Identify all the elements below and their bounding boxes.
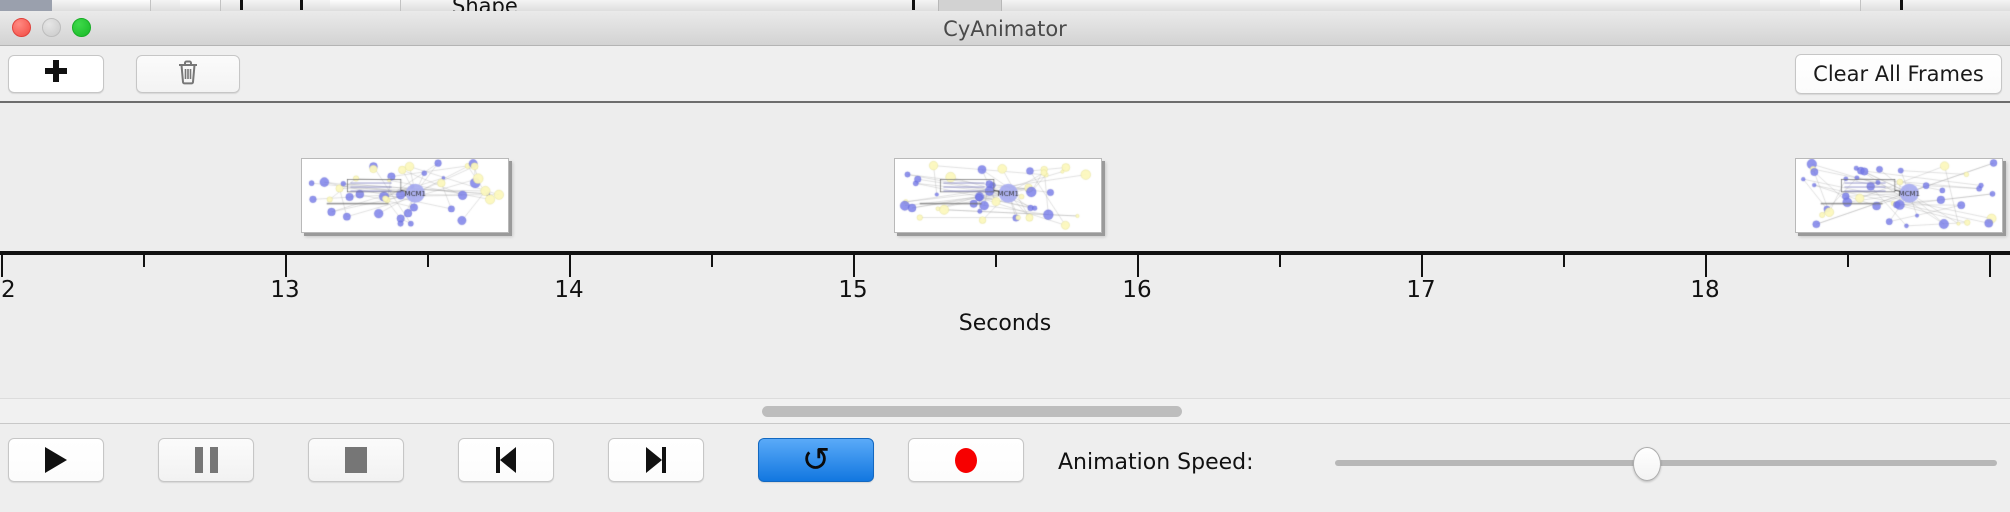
background-chip (180, 0, 221, 12)
ruler-tick (995, 255, 997, 267)
ruler-tick-label: 18 (1690, 277, 1720, 303)
axis-title-seconds: Seconds (958, 311, 1052, 336)
ruler-tick-label: 17 (1406, 277, 1436, 303)
clear-all-frames-button[interactable]: Clear All Frames (1795, 54, 2002, 94)
ruler-tick (1989, 255, 1991, 277)
animation-speed-label: Animation Speed: (1058, 450, 1254, 475)
ruler-tick-label: 13 (270, 277, 300, 303)
network-preview-image (1796, 159, 2002, 232)
ruler-tick-label: 16 (1122, 277, 1152, 303)
background-app-strip: Shape (0, 0, 2010, 12)
trash-icon (176, 59, 200, 89)
frame-toolbar: Clear All Frames (0, 46, 2010, 103)
animation-speed-slider-track[interactable] (1335, 460, 1997, 466)
background-tick (240, 0, 243, 10)
play-icon (45, 447, 67, 473)
pause-button[interactable] (158, 438, 254, 482)
background-tick (912, 0, 915, 10)
stop-icon (345, 447, 367, 473)
stop-button[interactable] (308, 438, 404, 482)
record-button[interactable] (908, 438, 1024, 482)
title-bar[interactable]: CyAnimator (0, 11, 2010, 46)
background-bar (938, 0, 1002, 12)
background-dark-chip (0, 0, 52, 12)
frame-thumbnail[interactable] (1795, 158, 2003, 233)
network-preview-image (302, 159, 508, 232)
ruler-tick (1279, 255, 1281, 267)
plus-icon (43, 58, 69, 90)
ruler-tick (1847, 255, 1849, 267)
ruler-tick (569, 255, 571, 277)
ruler-tick (711, 255, 713, 267)
timeline-panel[interactable]: 12 13 14 15 16 17 18 Seconds (0, 103, 2010, 423)
animation-speed-slider[interactable] (1335, 438, 1997, 488)
horizontal-scrollbar-thumb[interactable] (762, 406, 1182, 417)
ruler-tick-label: 14 (554, 277, 584, 303)
close-button[interactable] (12, 18, 31, 37)
frame-thumbnail[interactable] (301, 158, 509, 233)
horizontal-scrollbar[interactable] (0, 398, 2010, 423)
background-tick (300, 0, 303, 10)
add-frame-button[interactable] (8, 55, 104, 93)
frame-thumbnail[interactable] (894, 158, 1102, 233)
network-preview-image (895, 159, 1101, 232)
delete-frame-button[interactable] (136, 55, 240, 93)
ruler-tick-label: 12 (0, 277, 16, 303)
traffic-light-group (12, 18, 91, 37)
playback-control-bar: ↺ Animation Speed: (0, 423, 2010, 512)
minimize-button[interactable] (42, 18, 61, 37)
background-tick (1900, 0, 1903, 10)
record-icon (955, 447, 977, 473)
skip-next-icon (646, 447, 666, 473)
maximize-button[interactable] (72, 18, 91, 37)
background-chip (330, 0, 401, 12)
ruler-tick (853, 255, 855, 277)
play-button[interactable] (8, 438, 104, 482)
background-chip (80, 0, 151, 12)
background-chip (1820, 0, 1861, 12)
ruler-tick (1705, 255, 1707, 277)
ruler-tick (1, 255, 3, 277)
timeline-ruler[interactable]: 12 13 14 15 16 17 18 (0, 251, 2010, 303)
skip-next-button[interactable] (608, 438, 704, 482)
animation-speed-slider-thumb[interactable] (1633, 447, 1662, 481)
ruler-tick (143, 255, 145, 267)
window-title: CyAnimator (943, 17, 1067, 41)
ruler-tick (1563, 255, 1565, 267)
ruler-baseline (0, 251, 2010, 255)
cyanimator-window: CyAnimator Clear All Frames (0, 11, 2010, 512)
ruler-tick (1137, 255, 1139, 277)
ruler-tick (427, 255, 429, 267)
ruler-tick (285, 255, 287, 277)
loop-button[interactable]: ↺ (758, 438, 874, 482)
skip-previous-icon (496, 447, 516, 473)
pause-icon (194, 447, 218, 473)
loop-icon: ↺ (801, 440, 831, 480)
skip-previous-button[interactable] (458, 438, 554, 482)
ruler-tick-label: 15 (838, 277, 868, 303)
ruler-tick (1421, 255, 1423, 277)
background-app-label: Shape (452, 0, 518, 12)
